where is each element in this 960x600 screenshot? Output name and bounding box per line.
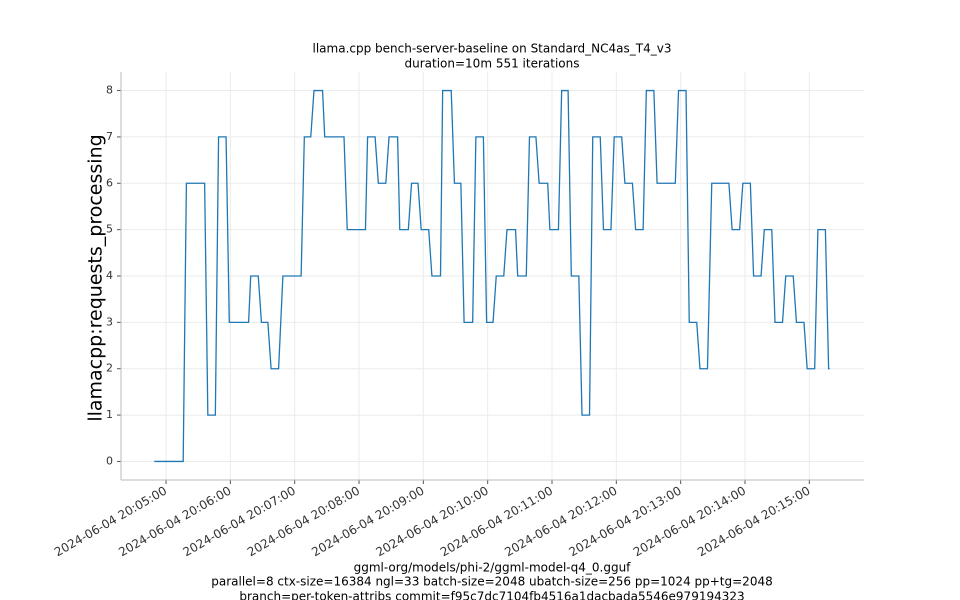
y-tick-label: 6 <box>106 176 113 189</box>
y-tick-label: 2 <box>106 362 113 375</box>
y-tick-label: 0 <box>106 454 113 467</box>
chart-title: llama.cpp bench-server-baseline on Stand… <box>313 42 672 56</box>
chart-subtitle: duration=10m 551 iterations <box>405 57 580 71</box>
y-tick-label: 5 <box>106 223 113 236</box>
y-tick-label: 4 <box>106 269 113 282</box>
y-tick-label: 3 <box>106 315 113 328</box>
y-axis-label: llamacpp:requests_processing <box>85 134 107 421</box>
x-axis-label: branch=per-token-attribs commit=f95c7dc7… <box>239 590 744 600</box>
y-tick-label: 8 <box>106 84 113 97</box>
y-tick-label: 1 <box>106 408 113 421</box>
x-axis-label: ggml-org/models/phi-2/ggml-model-q4_0.gg… <box>354 561 632 575</box>
data-line <box>154 89 830 463</box>
y-tick-label: 7 <box>106 130 113 143</box>
x-axis-label: parallel=8 ctx-size=16384 ngl=33 batch-s… <box>211 575 772 589</box>
